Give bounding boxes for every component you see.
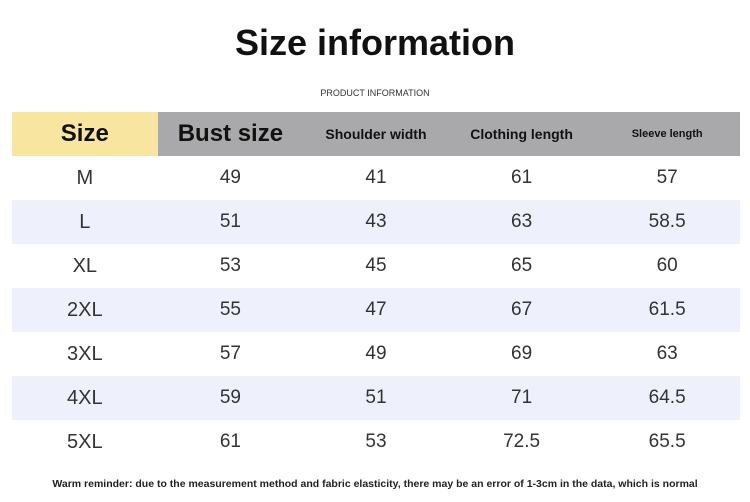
value-cell: 51	[219, 211, 241, 232]
column-header: Shoulder width	[325, 126, 427, 142]
value-cell: 53	[365, 431, 387, 452]
size-cell: 2XL	[67, 298, 103, 321]
column-header: Bust size	[177, 120, 284, 147]
table-row: M 49 41 61 57	[12, 156, 740, 200]
value-cell: 53	[219, 255, 241, 276]
value-cell: 65	[511, 255, 533, 276]
table-row: 3XL 57 49 69 63	[12, 332, 740, 376]
value-cell: 51	[365, 387, 387, 408]
value-cell: 72.5	[503, 431, 541, 452]
size-cell: XL	[72, 254, 98, 277]
size-cell: 5XL	[67, 430, 103, 453]
value-cell: 57	[656, 167, 678, 188]
value-cell: 61	[219, 431, 241, 452]
size-cell: 3XL	[67, 342, 103, 365]
value-cell: 41	[365, 167, 387, 188]
value-cell: 59	[219, 387, 241, 408]
value-cell: 49	[365, 343, 387, 364]
value-cell: 65.5	[648, 431, 686, 452]
header-row: Size Bust size Shoulder width Clothing leng…	[12, 112, 740, 156]
value-cell: 61	[511, 167, 533, 188]
value-cell: 64.5	[648, 387, 686, 408]
column-header: Size	[12, 112, 158, 156]
value-cell: 43	[365, 211, 387, 232]
value-cell: 69	[511, 343, 533, 364]
value-cell: 63	[656, 343, 678, 364]
value-cell: 60	[656, 255, 678, 276]
column-header: Sleeve length	[631, 128, 703, 140]
table-row: 5XL 61 53 72.5 65.5	[12, 420, 740, 464]
value-cell: 61.5	[648, 299, 686, 320]
value-cell: 45	[365, 255, 387, 276]
table-row: 4XL 59 51 71 64.5	[12, 376, 740, 420]
table-row: XL 53 45 65 60	[12, 244, 740, 288]
value-cell: 49	[219, 167, 241, 188]
value-cell: 71	[511, 387, 533, 408]
size-cell: L	[79, 210, 91, 233]
value-cell: 47	[365, 299, 387, 320]
column-header: Clothing length	[470, 126, 573, 142]
table-row: 2XL 55 47 67 61.5	[12, 288, 740, 332]
size-cell: 4XL	[67, 386, 103, 409]
value-cell: 67	[511, 299, 533, 320]
value-cell: 55	[219, 299, 241, 320]
value-cell: 63	[511, 211, 533, 232]
table-row: L 51 43 63 58.5	[12, 200, 740, 244]
title: Size information	[234, 22, 516, 63]
size-table: Size Bust size Shoulder width Clothing leng…	[12, 112, 740, 464]
subtitle: PRODUCT INFORMATION	[320, 88, 430, 98]
size-cell: M	[76, 166, 94, 189]
value-cell: 58.5	[648, 211, 686, 232]
footer-note: Warm reminder: due to the measurement me…	[52, 478, 698, 490]
value-cell: 57	[219, 343, 241, 364]
